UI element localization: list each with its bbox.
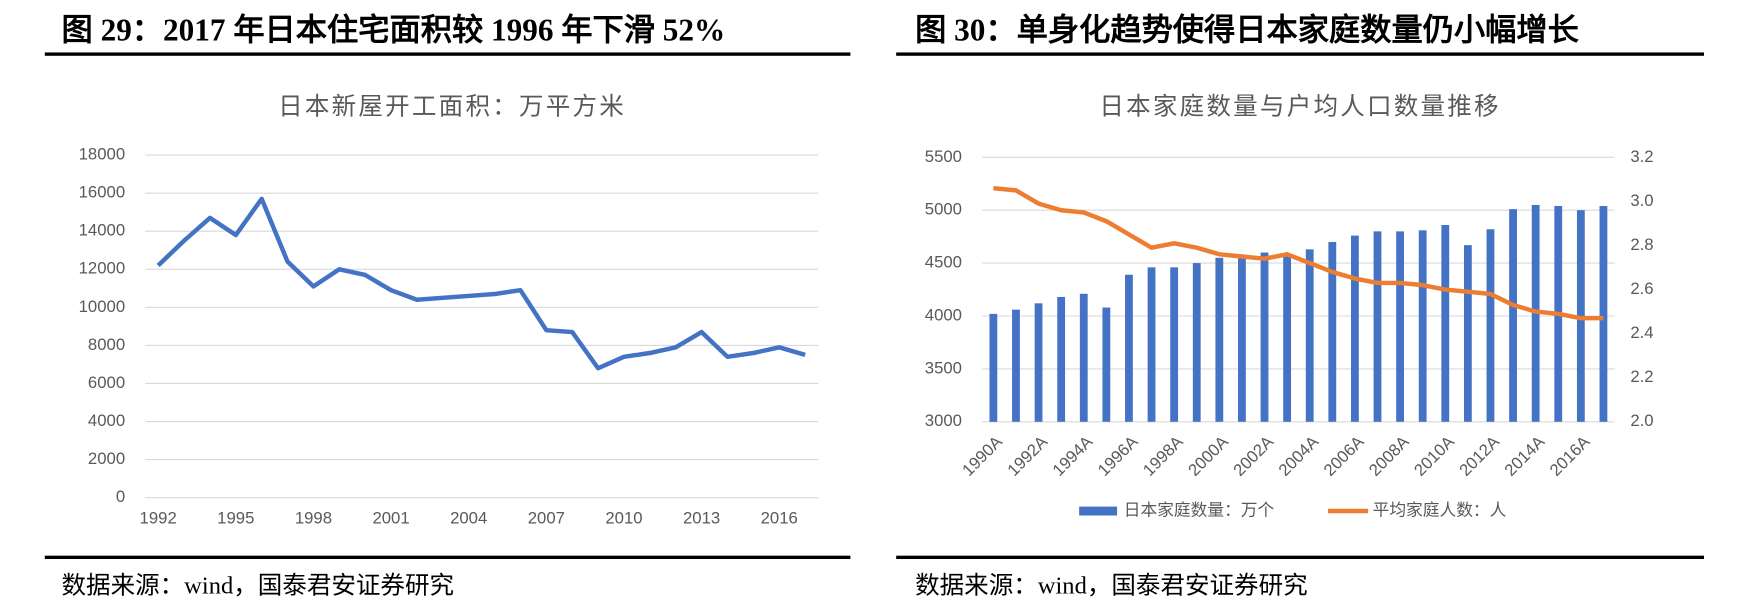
chart-title: 日本新屋开工面积：万平方米 [278,93,626,121]
x-tick-label: 2012A [1455,432,1503,480]
y-tick-label: 4000 [88,411,125,430]
y-tick-label: 5000 [925,200,962,219]
legend-label: 平均家庭人数：人 [1373,500,1507,519]
source-note: 数据来源：wind，国泰君安证券研究 [915,572,1308,600]
x-tick-label: 1992A [1004,432,1052,480]
footer-rule [896,555,1705,560]
bar [1238,256,1246,422]
x-tick-label: 1996A [1094,432,1142,480]
y2-tick-label: 2.8 [1630,235,1653,254]
bar [1441,225,1450,422]
x-tick-label: 1995 [217,508,254,527]
x-tick-label: 2016A [1546,432,1594,480]
x-tick-label: 1994A [1049,432,1097,480]
figure-heading: 图 30：单身化趋势使得日本家庭数量仍小幅增长 [915,13,1579,48]
y-tick-label: 3000 [925,411,962,430]
x-tick-label: 1992 [140,508,177,527]
legend-label: 日本家庭数量：万个 [1124,500,1275,519]
y-tick-label: 16000 [79,183,126,202]
x-tick-label: 2008A [1365,432,1413,480]
bar [1102,307,1111,422]
bar [1463,245,1472,422]
bar [1192,263,1201,422]
x-tick-label: 2013 [683,508,720,527]
x-tick-label: 1998A [1139,432,1187,480]
source-note: 数据来源：wind，国泰君安证券研究 [62,572,455,600]
bar [1418,230,1427,422]
x-tick-label: 2004A [1275,432,1323,480]
x-tick-label: 2001 [372,508,409,527]
x-tick-label: 2010A [1410,432,1458,480]
figure-heading: 图 29：2017 年日本住宅面积较 1996 年下滑 52% [62,13,726,48]
bar [1396,231,1404,422]
x-tick-label: 2014A [1501,432,1549,480]
x-tick-label: 2010 [605,508,642,527]
bar [1599,205,1608,422]
y-tick-label: 4500 [925,253,962,272]
y-tick-label: 8000 [88,335,125,354]
data-line [156,196,806,371]
y2-tick-label: 2.0 [1630,411,1653,430]
y2-tick-label: 2.2 [1630,367,1653,386]
x-tick-label: 2004 [450,508,487,527]
x-tick-label: 2002A [1230,432,1278,480]
x-tick-label: 2016 [761,508,798,527]
bar [1057,296,1066,422]
y-tick-label: 3500 [925,358,962,377]
bar [1373,231,1382,422]
bar [1034,303,1043,422]
y-tick-label: 5500 [925,147,962,166]
y-tick-label: 12000 [79,259,126,278]
bar [989,313,998,422]
bar [1283,253,1292,422]
y-tick-label: 10000 [79,297,126,316]
bar [1305,249,1314,422]
y-tick-label: 0 [116,487,125,506]
bar [1350,235,1359,422]
y2-tick-label: 3.2 [1630,147,1653,166]
footer-rule [44,555,851,560]
y-tick-label: 2000 [88,449,125,468]
y2-tick-label: 2.4 [1630,323,1653,342]
x-tick-label: 2007 [528,508,565,527]
bar [1215,257,1224,422]
y2-tick-label: 3.0 [1630,191,1653,210]
y-tick-label: 6000 [88,373,125,392]
y-tick-label: 18000 [79,145,126,164]
x-tick-label: 2006A [1320,432,1368,480]
legend-swatch [1079,506,1118,516]
bar [1170,267,1179,422]
y-tick-label: 4000 [925,305,962,324]
bar [1260,252,1269,422]
bar [1079,293,1088,422]
bar [1125,274,1133,422]
heading-rule [44,52,851,56]
bar [1012,309,1020,422]
x-tick-label: 1998 [295,508,332,527]
data-line [993,185,1604,321]
x-tick-label: 1990A [958,432,1006,480]
y2-tick-label: 2.6 [1630,279,1653,298]
bar [1147,267,1156,422]
chart-title: 日本家庭数量与户均人口数量推移 [1099,93,1500,121]
y-tick-label: 14000 [79,221,126,240]
bar [1328,241,1337,422]
x-tick-label: 2000A [1184,432,1232,480]
heading-rule [896,52,1705,56]
bar [1509,209,1517,422]
bar [1486,229,1495,422]
